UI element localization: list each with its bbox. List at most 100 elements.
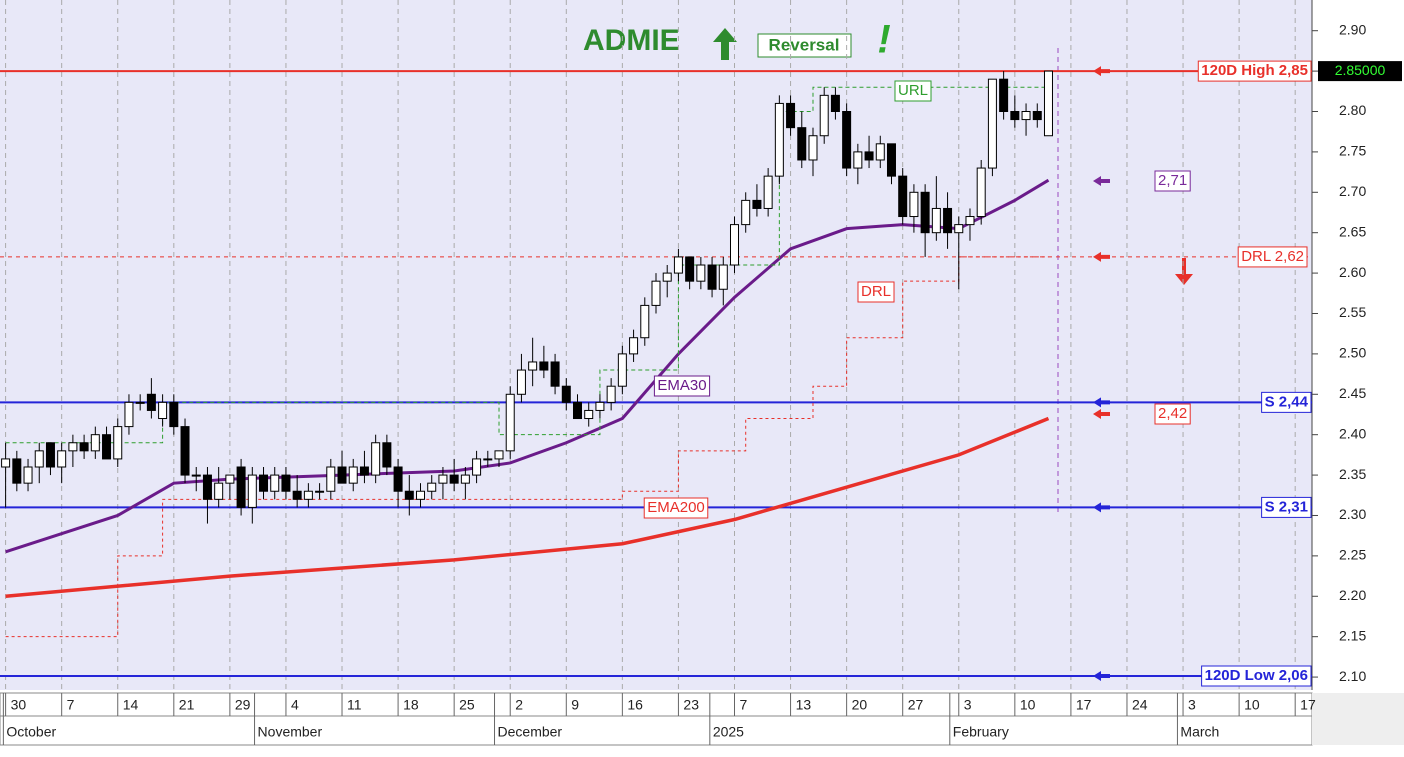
level-label-box (1237, 246, 1308, 268)
x-tick-label: 11 (347, 697, 362, 713)
x-tick-label: 24 (1132, 697, 1148, 713)
candle-body (752, 199, 762, 209)
x-tick-label: 20 (852, 697, 868, 713)
candle-body (337, 466, 347, 484)
candle-body (259, 474, 269, 492)
plot-area (0, 0, 1312, 690)
x-tick-label: 9 (571, 697, 579, 713)
candle-body (539, 361, 549, 371)
candle-body (629, 337, 639, 355)
candle-body (348, 466, 358, 484)
level-label: 120D High 2,85 (1201, 62, 1308, 79)
candle-body (662, 272, 672, 282)
level-label-group: 120D Low 2,06 (1201, 665, 1312, 687)
month-label: November (258, 724, 323, 740)
candle-body (236, 466, 246, 508)
candle-body (214, 482, 224, 500)
level-arrow (1093, 671, 1110, 681)
candle-body (12, 458, 22, 484)
candle-body (326, 466, 336, 492)
candle-body (1032, 110, 1042, 121)
candle-body (875, 143, 885, 161)
candle-body (763, 175, 773, 209)
month-label: March (1180, 724, 1219, 740)
level-arrow (1093, 502, 1110, 513)
level-label: 120D Low 2,06 (1205, 667, 1308, 684)
month-label: 2025 (713, 724, 744, 740)
candle-body (673, 256, 683, 274)
month-label: February (953, 724, 1009, 740)
candle-body (169, 401, 179, 428)
candle-body (987, 78, 997, 169)
candle-body (34, 450, 44, 468)
candle-body (595, 401, 605, 411)
candle-body (427, 482, 437, 492)
marker-arrow (1093, 409, 1110, 419)
candle-body (90, 434, 100, 452)
x-axis-area (0, 692, 1313, 746)
candle-body (741, 199, 751, 226)
level-label: S 2,44 (1265, 393, 1309, 410)
marker-label-box (1154, 403, 1191, 425)
candle-body (561, 385, 571, 403)
candle-body (943, 207, 953, 234)
y-tick-label: 2.90 (1339, 21, 1366, 37)
up-arrow (713, 28, 737, 60)
series-label-box (894, 80, 932, 102)
candle-body (404, 490, 414, 500)
candle-body (550, 361, 560, 387)
x-tick-label: 14 (123, 697, 139, 713)
candle-body (640, 304, 650, 339)
level-label-box (1201, 665, 1312, 687)
candle-body (1010, 110, 1020, 121)
indicator-line (5, 256, 1049, 638)
y-tick-label: 2.70 (1339, 183, 1366, 199)
x-tick-label: 29 (235, 697, 251, 713)
candle-body (416, 490, 426, 500)
y-tick-label: 2.55 (1339, 304, 1366, 320)
y-tick-label: 2.30 (1339, 506, 1366, 522)
x-tick-label: 16 (627, 697, 643, 713)
y-tick-label: 2.45 (1339, 385, 1366, 401)
level-label-box (1261, 496, 1312, 518)
subtitle: Reversal (769, 35, 840, 54)
series-label-group: DRL (857, 281, 895, 303)
candle-body (135, 401, 145, 404)
indicator-line (5, 416, 1050, 599)
level-label-box (1261, 391, 1312, 413)
level-label-group: S 2,44 (1261, 391, 1312, 413)
candle-body (864, 151, 874, 161)
level-label-group: 120D High 2,85 (1197, 60, 1312, 82)
x-tick-label: 2 (515, 697, 523, 713)
candle-body (898, 175, 908, 218)
candle-body (685, 256, 695, 282)
x-tick-label: 27 (908, 697, 924, 713)
marker-label: 2,42 (1158, 405, 1187, 422)
candle-body (292, 490, 302, 500)
x-tick-label: 30 (11, 697, 27, 713)
candle-body (438, 474, 448, 484)
y-tick-label: 2.50 (1339, 345, 1366, 361)
x-tick-label: 7 (67, 697, 75, 713)
y-tick-label: 2.40 (1339, 425, 1366, 441)
level-label: DRL 2,62 (1241, 248, 1304, 265)
x-tick-label: 13 (796, 697, 812, 713)
marker-label: 2,71 (1158, 172, 1187, 189)
candle-body (808, 135, 818, 161)
subtitle-box (757, 33, 852, 58)
candle-body (1021, 110, 1031, 121)
candle-body (853, 151, 863, 169)
down-arrow (1175, 258, 1193, 285)
candle-body (247, 474, 257, 508)
y-tick-label: 2.10 (1339, 668, 1366, 684)
candle-body (505, 393, 515, 452)
candle-body (281, 474, 291, 492)
x-tick-label: 17 (1076, 697, 1092, 713)
candle-body (976, 167, 986, 218)
level-arrow (1093, 66, 1110, 77)
marker-label-group: 2,42 (1154, 403, 1191, 425)
series-label: URL (898, 82, 928, 99)
series-label-box (857, 281, 895, 303)
candle-body (651, 280, 661, 306)
candle-body (191, 474, 201, 477)
